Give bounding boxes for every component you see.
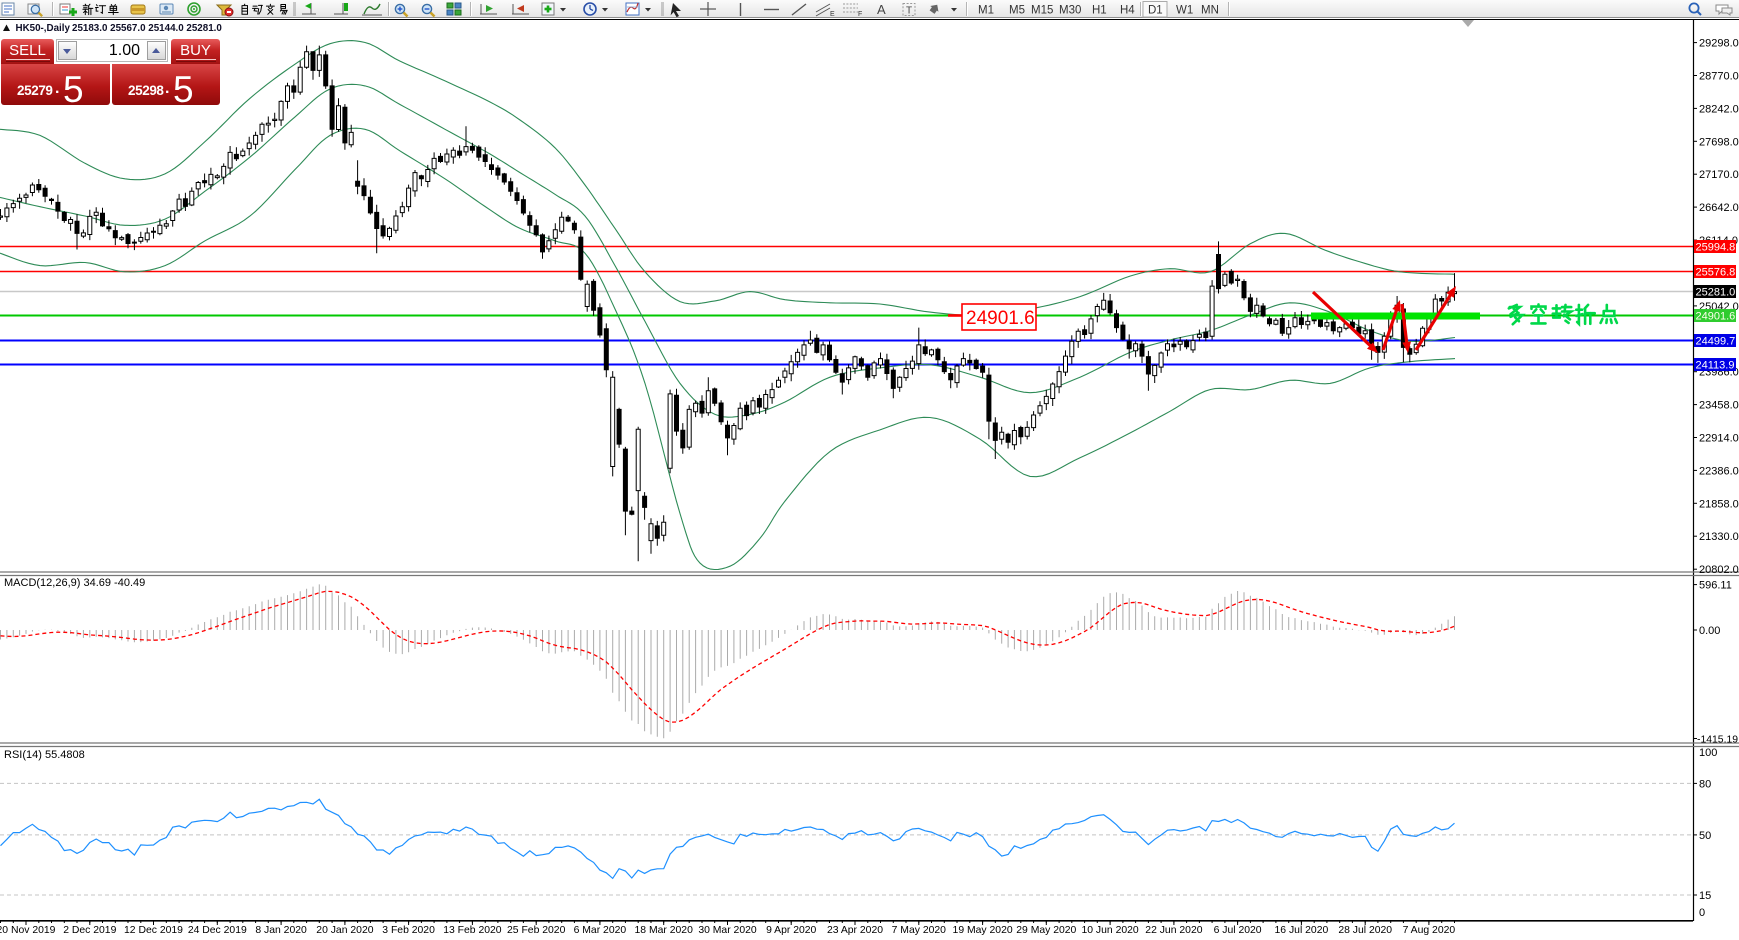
svg-text:HK50-,Daily: HK50-,Daily <box>16 23 71 34</box>
svg-text:16 Jul 2020: 16 Jul 2020 <box>1275 925 1329 936</box>
svg-text:24901.6: 24901.6 <box>966 308 1035 329</box>
svg-text:26642.0: 26642.0 <box>1699 202 1739 214</box>
svg-text:25281.0: 25281.0 <box>1696 286 1736 298</box>
svg-text:A: A <box>877 2 886 17</box>
svg-text:W1: W1 <box>1176 5 1193 17</box>
svg-text:-1415.19: -1415.19 <box>1697 735 1738 746</box>
svg-text:23 Apr 2020: 23 Apr 2020 <box>827 925 883 936</box>
svg-text:M5: M5 <box>1009 5 1025 17</box>
svg-text:20 Jan 2020: 20 Jan 2020 <box>316 925 373 936</box>
svg-text:2 Dec 2019: 2 Dec 2019 <box>63 925 116 936</box>
svg-text:25994.8: 25994.8 <box>1696 241 1736 253</box>
svg-text:10 Jun 2020: 10 Jun 2020 <box>1081 925 1138 936</box>
svg-text:6 Jul 2020: 6 Jul 2020 <box>1214 925 1262 936</box>
svg-text:7 Aug 2020: 7 Aug 2020 <box>1403 925 1456 936</box>
svg-text:M15: M15 <box>1031 5 1053 17</box>
svg-text:19 May 2020: 19 May 2020 <box>953 925 1013 936</box>
svg-text:12 Dec 2019: 12 Dec 2019 <box>124 925 183 936</box>
svg-text:F: F <box>858 11 862 18</box>
svg-text:20 Nov 2019: 20 Nov 2019 <box>0 925 56 936</box>
svg-text:13 Feb 2020: 13 Feb 2020 <box>443 925 502 936</box>
svg-text:29 May 2020: 29 May 2020 <box>1016 925 1076 936</box>
svg-text:21330.0: 21330.0 <box>1699 531 1739 543</box>
svg-text:RSI(14) 55.4808: RSI(14) 55.4808 <box>4 749 85 761</box>
svg-text:7 May 2020: 7 May 2020 <box>892 925 947 936</box>
svg-text:MACD(12,26,9) 34.69 -40.49: MACD(12,26,9) 34.69 -40.49 <box>4 577 145 589</box>
svg-text:22386.0: 22386.0 <box>1699 465 1739 477</box>
svg-text:M1: M1 <box>978 5 994 17</box>
svg-text:27698.0: 27698.0 <box>1699 136 1739 148</box>
svg-text:25 Feb 2020: 25 Feb 2020 <box>507 925 566 936</box>
svg-text:24113.9: 24113.9 <box>1696 359 1735 371</box>
svg-text:0: 0 <box>1699 907 1705 919</box>
svg-text:0.00: 0.00 <box>1699 625 1720 637</box>
svg-text:27170.0: 27170.0 <box>1699 169 1739 181</box>
svg-text:MN: MN <box>1201 5 1219 17</box>
svg-text:8 Jan 2020: 8 Jan 2020 <box>255 925 307 936</box>
svg-text:T: T <box>906 6 912 17</box>
svg-text:28770.0: 28770.0 <box>1699 71 1739 83</box>
svg-text:21858.0: 21858.0 <box>1699 498 1739 510</box>
svg-text:29298.0: 29298.0 <box>1699 38 1739 50</box>
svg-text:9 Apr 2020: 9 Apr 2020 <box>766 925 816 936</box>
svg-text:80: 80 <box>1699 778 1711 790</box>
svg-text:3 Feb 2020: 3 Feb 2020 <box>382 925 435 936</box>
svg-text:25576.8: 25576.8 <box>1696 266 1736 278</box>
svg-text:30 Mar 2020: 30 Mar 2020 <box>698 925 757 936</box>
svg-text:22914.0: 22914.0 <box>1699 433 1739 445</box>
svg-text:M30: M30 <box>1059 5 1081 17</box>
svg-text:D1: D1 <box>1148 5 1163 17</box>
svg-text:23458.0: 23458.0 <box>1699 400 1739 412</box>
svg-text:50: 50 <box>1699 830 1711 842</box>
svg-text:28242.0: 28242.0 <box>1699 103 1739 115</box>
svg-text:22 Jun 2020: 22 Jun 2020 <box>1145 925 1202 936</box>
svg-text:E: E <box>830 11 835 18</box>
svg-text:18 Mar 2020: 18 Mar 2020 <box>635 925 694 936</box>
svg-text:24 Dec 2019: 24 Dec 2019 <box>188 925 247 936</box>
svg-text:24901.6: 24901.6 <box>1696 310 1736 322</box>
svg-text:6 Mar 2020: 6 Mar 2020 <box>574 925 627 936</box>
svg-text:596.11: 596.11 <box>1699 580 1732 592</box>
svg-text:100: 100 <box>1699 747 1717 759</box>
svg-text:15: 15 <box>1699 890 1711 902</box>
svg-text:H1: H1 <box>1092 5 1107 17</box>
svg-text:25183.0 25567.0 25144.0 25281.: 25183.0 25567.0 25144.0 25281.0 <box>72 23 222 34</box>
svg-text:28 Jul 2020: 28 Jul 2020 <box>1338 925 1392 936</box>
svg-text:24499.7: 24499.7 <box>1696 335 1736 347</box>
svg-text:H4: H4 <box>1120 5 1135 17</box>
svg-text:20802.0: 20802.0 <box>1699 564 1739 576</box>
